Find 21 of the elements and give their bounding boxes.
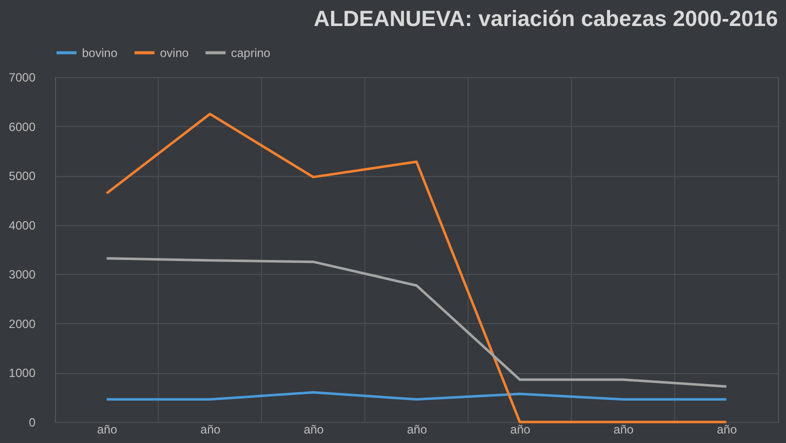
y-tick-label: 0	[28, 416, 36, 430]
x-tick-label: año	[200, 422, 221, 436]
line-series	[105, 112, 728, 424]
x-tick-label: año	[97, 422, 118, 436]
x-tick-label: año	[406, 422, 428, 436]
legend-label: caprino	[231, 46, 271, 60]
y-tick-label: 6000	[8, 120, 36, 134]
y-tick-label: 7000	[8, 70, 36, 84]
line-series	[105, 257, 728, 388]
chart-title: ALDEANUEVA: variación cabezas 2000-2016	[314, 6, 778, 31]
x-tick-label: año	[614, 422, 634, 436]
y-tick-label: 4000	[8, 218, 36, 232]
legend-label: ovino	[160, 46, 190, 60]
x-tick-label: año	[716, 422, 738, 436]
y-tick-label: 3000	[8, 268, 36, 282]
y-tick-label: 1000	[8, 366, 36, 380]
x-tick-label: año	[304, 422, 324, 436]
y-tick-label: 5000	[8, 169, 36, 184]
y-tick-label: 2000	[8, 316, 36, 331]
legend-label: bovino	[82, 46, 118, 60]
x-tick-label: año	[510, 422, 531, 436]
